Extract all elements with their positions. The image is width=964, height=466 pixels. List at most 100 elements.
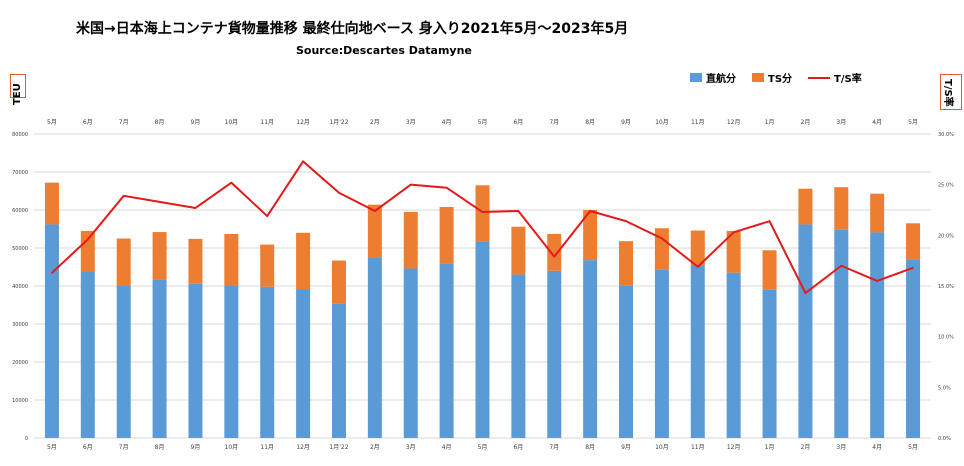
y2-tick-label: 0.0% [938,436,951,442]
legend-swatch-ts [752,73,764,82]
legend-swatch-rate [808,76,831,79]
line-point [481,211,484,213]
x-tick-label-bottom: 8月 [155,444,165,451]
x-tick-label-top: 5月 [47,119,57,126]
line-point [768,220,771,222]
x-tick-label-top: 12月 [296,119,310,126]
x-tick-label-bottom: 5月 [47,444,57,451]
bar-ts [403,211,418,269]
line-point [732,231,735,234]
x-tick-label-bottom: 11月 [691,444,705,451]
legend: 直航分 TS分 T/S率 [690,70,862,85]
chart-title: 米国→日本海上コンテナ貨物量推移 最終仕向地ベース 身入り2021年5月〜202… [76,21,629,37]
legend-item-direct: 直航分 [690,70,736,85]
line-point [912,266,914,269]
y-tick-label: 70000 [12,170,28,176]
line-point [266,215,269,217]
y2-tick-label: 20.0% [938,233,954,239]
bar-ts [798,188,813,225]
y-tick-label: 80000 [12,132,28,138]
line-point [338,191,340,194]
x-tick-label-top: 8月 [585,119,595,126]
y2-tick-label: 5.0% [938,385,951,391]
bar-direct [475,241,490,438]
x-tick-label-bottom: 10月 [655,444,669,451]
bar-ts [834,187,849,230]
y2-tick-label: 30.0% [938,132,954,138]
bar-direct [583,260,598,438]
x-tick-label-top: 6月 [513,119,523,126]
bar-ts [44,182,59,225]
line-point [409,183,412,186]
legend-label-rate: T/S率 [834,74,862,85]
bar-ts [260,244,275,287]
x-tick-label-bottom: 2月 [370,444,380,451]
line-point [445,186,448,189]
y-tick-label: 50000 [12,246,28,252]
bar-ts [367,204,382,258]
bar-direct [224,286,239,438]
x-tick-label-top: 3月 [406,119,416,126]
bar-direct [547,270,562,438]
y-tick-label: 40000 [12,284,28,290]
x-tick-label-bottom: 8月 [585,444,595,451]
x-tick-label-top: 1月 [765,119,775,126]
x-tick-label-bottom: 11月 [260,444,274,451]
bar-ts [188,238,203,284]
bar-ts [331,260,346,304]
x-tick-label-bottom: 5月 [478,444,488,451]
bar-ts [619,241,634,286]
x-tick-label-bottom: 10月 [225,444,239,451]
y2-tick-label: 15.0% [938,284,954,290]
x-tick-label-bottom: 7月 [119,444,129,451]
bar-ts [870,193,885,233]
bar-direct [619,285,634,438]
x-tick-label-bottom: 12月 [727,444,741,451]
legend-label-direct: 直航分 [706,74,736,85]
bar-direct [870,232,885,438]
x-tick-label-bottom: 1月 [765,444,775,451]
x-tick-label-top: 4月 [872,119,882,126]
bar-ts [547,233,562,271]
x-tick-label-bottom: 7月 [549,444,559,451]
legend-label-ts: TS分 [768,74,793,85]
chart-subtitle: Source:Descartes Datamyne [296,44,472,57]
bar-direct [511,274,526,438]
x-tick-label-top: 9月 [621,119,631,126]
bar-direct [152,279,167,438]
line-point [230,181,233,184]
bar-direct [116,285,131,438]
bar-direct [439,263,454,438]
bar-direct [188,283,203,438]
x-tick-label-top: 10月 [655,119,669,126]
bar-direct [906,259,921,438]
bar-direct [834,229,849,438]
x-tick-label-top: 10月 [225,119,239,126]
line-point [553,255,556,258]
bar-ts [906,223,921,260]
x-tick-label-top: 11月 [260,119,274,126]
bar-ts [726,230,741,273]
line-point [804,292,807,294]
x-tick-label-top: 2月 [801,119,811,126]
x-tick-label-top: 6月 [83,119,93,126]
x-tick-label-bottom: 4月 [442,444,452,451]
line-point [51,272,53,274]
y-tick-label: 0 [25,436,28,442]
line-point [158,201,161,203]
bar-ts [511,226,526,275]
bar-ts [439,206,454,264]
line-point [517,210,520,212]
y-tick-label: 20000 [12,360,28,366]
x-tick-label-bottom: 4月 [872,444,882,451]
bar-ts [152,232,167,280]
legend-item-ts: TS分 [752,70,792,85]
bar-direct [80,271,95,438]
line-point [876,280,878,282]
x-tick-label-bottom: 1月'22 [329,444,348,451]
bar-ts [583,210,598,261]
bar-ts [762,250,777,290]
x-tick-label-bottom: 12月 [296,444,310,451]
x-tick-label-bottom: 9月 [191,444,201,451]
